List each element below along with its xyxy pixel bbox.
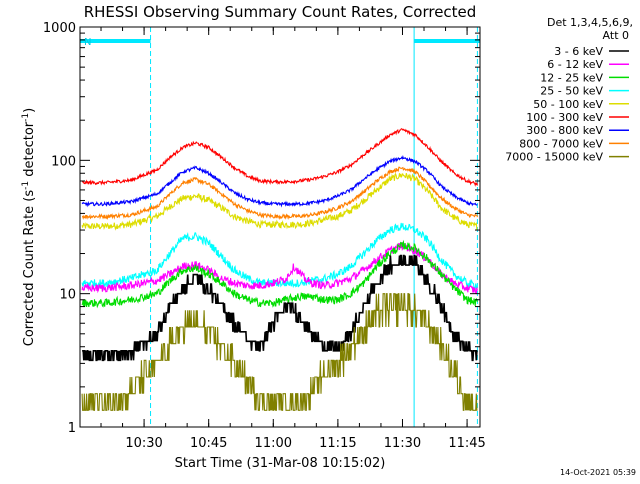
y-tick-label-1: 10 xyxy=(59,288,76,303)
y-axis-label-sup1: -1 xyxy=(21,181,31,190)
legend-label-5: 100 - 300 keV xyxy=(526,111,603,124)
y-tick-label-0: 1 xyxy=(68,421,76,436)
series-8-line xyxy=(81,293,478,411)
y-axis-label-main: Corrected Count Rate (s xyxy=(22,190,37,347)
series-2-line xyxy=(81,239,478,309)
series-6-line xyxy=(81,155,478,208)
series-group xyxy=(81,128,478,411)
y-axis-label-end: ) xyxy=(22,108,37,113)
legend-label-0: 3 - 6 keV xyxy=(554,45,603,58)
x-tick-label-1: 10:45 xyxy=(190,436,227,451)
series-0-line xyxy=(82,254,478,362)
legend-label-1: 6 - 12 keV xyxy=(547,58,603,71)
series-5-line xyxy=(81,128,478,187)
footer-timestamp: 14-Oct-2021 05:39 xyxy=(560,468,636,477)
night-bar-label-0: N xyxy=(84,37,91,48)
event-lines xyxy=(150,27,478,427)
y-axis-label-sup2: -1 xyxy=(21,113,31,122)
series-4-line xyxy=(81,172,478,231)
legend-label-8: 7000 - 15000 keV xyxy=(505,151,603,164)
legend-header-1: Det 1,3,4,5,6,9, xyxy=(547,16,633,29)
series-7-line xyxy=(81,166,478,221)
x-tick-label-2: 11:00 xyxy=(255,436,292,451)
x-tick-label-4: 11:30 xyxy=(384,436,421,451)
y-axis-label-mid: detector xyxy=(22,121,37,181)
chart-title: RHESSI Observing Summary Count Rates, Co… xyxy=(84,3,477,21)
legend-label-2: 12 - 25 keV xyxy=(540,71,603,84)
y-tick-label-3: 1000 xyxy=(43,21,76,36)
legend-label-4: 50 - 100 keV xyxy=(533,98,603,111)
x-tick-label-5: 11:45 xyxy=(448,436,485,451)
legend-label-7: 800 - 7000 keV xyxy=(519,137,603,150)
y-axis-label: Corrected Count Rate (s-1 detector-1) xyxy=(21,108,37,346)
night-bars: N xyxy=(80,37,480,48)
plot-frame xyxy=(79,26,481,428)
x-tick-label-3: 11:15 xyxy=(319,436,356,451)
legend-label-6: 300 - 800 keV xyxy=(526,124,603,137)
legend-header-2: Att 0 xyxy=(603,29,629,42)
x-axis-label: Start Time (31-Mar-08 10:15:02) xyxy=(175,456,386,471)
y-tick-label-2: 100 xyxy=(51,154,76,169)
x-tick-label-0: 10:30 xyxy=(125,436,162,451)
axes: 10:30 10:45 11:00 11:15 11:30 11:45 1 10 100 1000 xyxy=(43,21,486,451)
legend-label-3: 25 - 50 keV xyxy=(540,85,603,98)
